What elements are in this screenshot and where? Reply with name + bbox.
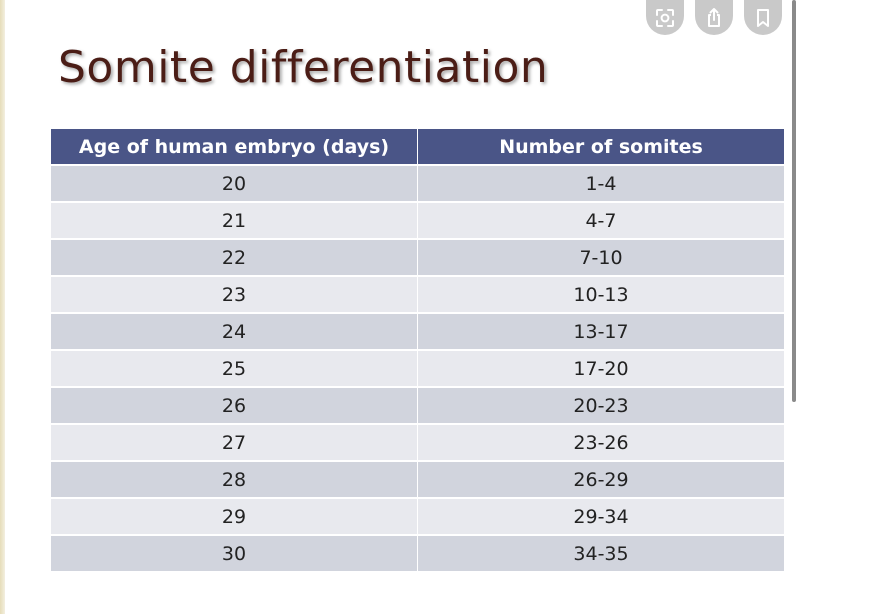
age-cell: 26 bbox=[51, 386, 418, 424]
somites-cell: 4-7 bbox=[417, 201, 784, 239]
somite-table: Age of human embryo (days) Number of som… bbox=[51, 129, 784, 571]
somites-cell: 17-20 bbox=[417, 349, 784, 387]
somites-cell: 10-13 bbox=[417, 275, 784, 313]
somites-cell: 7-10 bbox=[417, 238, 784, 276]
table-row: 22 7-10 bbox=[51, 238, 784, 276]
table-row: 25 17-20 bbox=[51, 349, 784, 387]
share-button[interactable] bbox=[695, 0, 733, 35]
table-row: 29 29-34 bbox=[51, 497, 784, 535]
somites-cell: 34-35 bbox=[417, 534, 784, 571]
age-cell: 29 bbox=[51, 497, 418, 535]
age-cell: 23 bbox=[51, 275, 418, 313]
table-row: 21 4-7 bbox=[51, 201, 784, 239]
age-cell: 24 bbox=[51, 312, 418, 350]
lens-search-button[interactable] bbox=[646, 0, 684, 35]
table-row: 20 1-4 bbox=[51, 164, 784, 202]
table-header-row: Age of human embryo (days) Number of som… bbox=[51, 129, 784, 165]
slide-title: Somite differentiation bbox=[58, 42, 549, 93]
age-cell: 30 bbox=[51, 534, 418, 571]
table-row: 26 20-23 bbox=[51, 386, 784, 424]
age-cell: 22 bbox=[51, 238, 418, 276]
somites-cell: 23-26 bbox=[417, 423, 784, 461]
table-row: 28 26-29 bbox=[51, 460, 784, 498]
table-row: 23 10-13 bbox=[51, 275, 784, 313]
somites-cell: 26-29 bbox=[417, 460, 784, 498]
scrollbar[interactable] bbox=[792, 0, 796, 402]
page-left-edge bbox=[0, 0, 5, 614]
slide: Somite differentiation Age of human embr… bbox=[5, 0, 792, 614]
bookmark-button[interactable] bbox=[744, 0, 782, 35]
age-cell: 25 bbox=[51, 349, 418, 387]
bookmark-icon bbox=[757, 8, 769, 27]
somites-cell: 1-4 bbox=[417, 164, 784, 202]
somites-cell: 20-23 bbox=[417, 386, 784, 424]
age-cell: 21 bbox=[51, 201, 418, 239]
table-row: 24 13-17 bbox=[51, 312, 784, 350]
age-cell: 27 bbox=[51, 423, 418, 461]
table-row: 27 23-26 bbox=[51, 423, 784, 461]
somites-cell: 29-34 bbox=[417, 497, 784, 535]
somites-cell: 13-17 bbox=[417, 312, 784, 350]
table-row: 30 34-35 bbox=[51, 534, 784, 571]
age-cell: 20 bbox=[51, 164, 418, 202]
age-cell: 28 bbox=[51, 460, 418, 498]
column-header-age: Age of human embryo (days) bbox=[51, 129, 418, 165]
share-icon bbox=[708, 7, 720, 27]
lens-search-icon bbox=[656, 8, 674, 27]
column-header-somites: Number of somites bbox=[417, 129, 784, 165]
